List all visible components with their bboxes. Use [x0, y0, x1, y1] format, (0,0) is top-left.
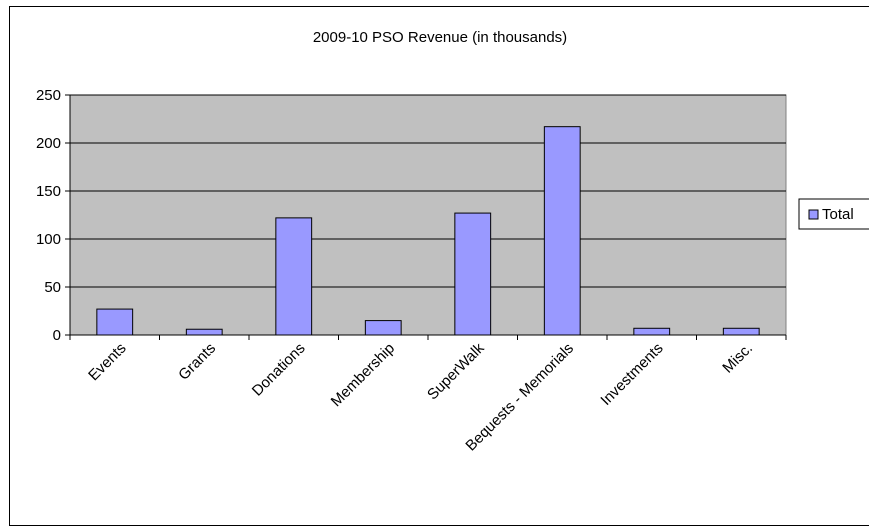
x-tick-label: Grants: [175, 340, 219, 384]
plot-area: 0 50 100 150 200 250 Events Grants Donations Memb…: [36, 87, 787, 454]
bar-donations: [275, 217, 313, 336]
y-tick-label: 100: [36, 231, 61, 248]
x-tick-label: Donations: [249, 340, 309, 400]
bar-events: [96, 308, 134, 336]
bar-grants: [185, 328, 223, 336]
x-tick-label: Membership: [328, 340, 398, 410]
legend-label-total: Total: [822, 206, 854, 223]
x-tick-label: Investments: [597, 340, 666, 409]
y-tick-label: 0: [53, 327, 61, 344]
bar-bequests-memorials: [543, 126, 581, 336]
x-tick-label: Events: [85, 340, 129, 384]
legend-swatch: [808, 209, 819, 220]
bar-investments: [633, 327, 671, 336]
bar-misc-: [722, 327, 760, 336]
y-tick-label: 50: [44, 279, 61, 296]
y-tick-label: 150: [36, 183, 61, 200]
y-tick-label: 200: [36, 135, 61, 152]
x-tick-label: SuperWalk: [424, 339, 488, 403]
plot-background: [69, 94, 787, 336]
chart-title: 2009-10 PSO Revenue (in thousands): [313, 29, 567, 46]
revenue-bar-chart: 2009-10 PSO Revenue (in thousands) 0 50 10…: [36, 29, 869, 454]
x-tick-label: Misc.: [719, 340, 756, 377]
legend: Total: [798, 198, 869, 230]
y-tick-label: 250: [36, 87, 61, 104]
bar-membership: [364, 320, 402, 336]
bar-superwalk: [454, 212, 492, 336]
